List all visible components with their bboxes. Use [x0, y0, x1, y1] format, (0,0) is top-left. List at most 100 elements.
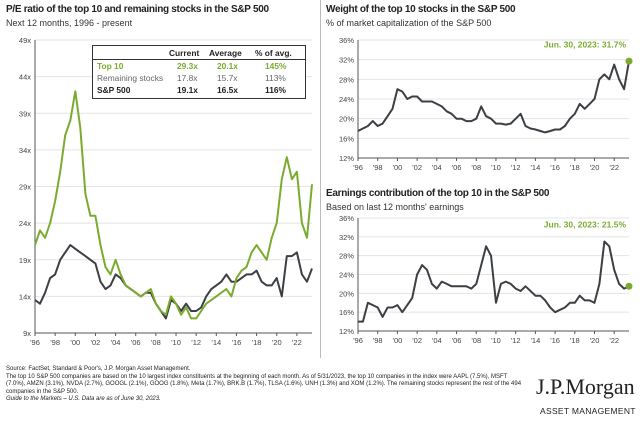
cell: 113%	[265, 73, 286, 83]
x-tick-label: '02	[412, 163, 422, 172]
footnotes: Source: FactSet, Standard & Poor's, J.P.…	[6, 366, 526, 404]
x-tick-label: '10	[491, 336, 501, 345]
cell: 29.3x	[177, 61, 198, 71]
asset-management-label: ASSET MANAGEMENT	[540, 406, 636, 416]
header-pct-avg: % of avg.	[255, 48, 292, 58]
x-tick-label: '08	[471, 336, 481, 345]
x-tick-label: '22	[609, 336, 619, 345]
earnings-chart-subtitle: Based on last 12 months' earnings	[326, 202, 464, 212]
x-tick-label: '04	[432, 336, 442, 345]
x-tick-label: '02	[91, 338, 101, 347]
header-current: Current	[169, 48, 200, 58]
x-tick-label: '16	[232, 338, 242, 347]
y-tick-label: 9x	[23, 329, 31, 338]
x-tick-label: '00	[393, 163, 403, 172]
x-tick-label: '00	[393, 336, 403, 345]
x-tick-label: '16	[550, 163, 560, 172]
header-average: Average	[209, 48, 242, 58]
y-tick-label: 32%	[339, 233, 354, 242]
y-tick-label: 24x	[19, 219, 31, 228]
x-tick-label: '12	[511, 336, 521, 345]
y-tick-label: 39x	[19, 109, 31, 118]
weight-chart-title: Weight of the top 10 stocks in the S&P 5…	[326, 4, 516, 15]
y-tick-label: 16%	[339, 308, 354, 317]
table-header-row: Current Average % of avg.	[97, 48, 301, 59]
guide-note: Guide to the Markets – U.S. Data are as …	[6, 396, 161, 403]
x-tick-label: '98	[50, 338, 60, 347]
x-tick-label: '14	[530, 163, 540, 172]
x-tick-label: '12	[511, 163, 521, 172]
series-line-remaining-stocks	[34, 244, 313, 320]
x-tick-label: '22	[292, 338, 302, 347]
y-tick-label: 34x	[19, 146, 31, 155]
x-tick-label: '06	[452, 336, 462, 345]
y-tick-label: 24%	[339, 95, 354, 104]
cell: 19.1x	[177, 85, 198, 95]
x-tick-label: '18	[252, 338, 262, 347]
x-tick-label: '06	[452, 163, 462, 172]
y-tick-label: 49x	[19, 36, 31, 45]
panel-divider	[320, 0, 321, 358]
cell: 17.8x	[177, 73, 198, 83]
pe-chart-title: P/E ratio of the top 10 and remaining st…	[6, 4, 269, 15]
cell: 16.5x	[217, 85, 238, 95]
x-tick-label: '96	[353, 336, 363, 345]
table-row-sp500: S&P 500 19.1x 16.5x 116%	[97, 85, 301, 96]
weight-chart-subtitle: % of market capitalization of the S&P 50…	[326, 18, 492, 28]
table-row-remaining: Remaining stocks 17.8x 15.7x 113%	[97, 73, 301, 84]
x-tick-label: '08	[471, 163, 481, 172]
y-tick-label: 29x	[19, 183, 31, 192]
cell: 116%	[265, 85, 286, 95]
x-tick-label: '04	[432, 163, 442, 172]
x-tick-label: '02	[412, 336, 422, 345]
series-line	[357, 60, 630, 134]
pe-summary-table: Current Average % of avg. Top 10 29.3x 2…	[92, 45, 306, 99]
x-tick-label: '18	[570, 336, 580, 345]
latest-annotation: Jun. 30, 2023: 31.7%	[544, 39, 627, 49]
x-tick-label: '98	[373, 336, 383, 345]
x-tick-label: '96	[30, 338, 40, 347]
latest-point	[625, 282, 633, 290]
y-tick-label: 12%	[339, 327, 354, 336]
cell: 20.1x	[217, 61, 238, 71]
y-tick-label: 28%	[339, 252, 354, 261]
y-tick-label: 14x	[19, 292, 31, 301]
series-line-top-10	[34, 90, 313, 320]
x-tick-label: '00	[70, 338, 80, 347]
constituents-note: The top 10 S&P 500 companies are based o…	[6, 373, 522, 395]
pe-chart-subtitle: Next 12 months, 1996 - present	[6, 18, 133, 28]
row-label: Top 10	[97, 61, 124, 71]
series-line	[358, 240, 630, 323]
x-tick-label: '14	[211, 338, 221, 347]
x-tick-label: '14	[530, 336, 540, 345]
x-tick-label: '04	[111, 338, 121, 347]
x-tick-label: '18	[570, 163, 580, 172]
x-tick-label: '10	[491, 163, 501, 172]
cell: 15.7x	[217, 73, 238, 83]
cell: 145%	[265, 61, 287, 71]
x-tick-label: '16	[550, 336, 560, 345]
source-note: Source: FactSet, Standard & Poor's, J.P.…	[6, 366, 191, 372]
row-label: Remaining stocks	[97, 73, 164, 83]
x-tick-label: '12	[191, 338, 201, 347]
x-tick-label: '08	[151, 338, 161, 347]
x-tick-label: '98	[373, 163, 383, 172]
latest-annotation: Jun. 30, 2023: 21.5%	[544, 219, 627, 229]
y-tick-label: 32%	[339, 56, 354, 65]
earnings-chart-title: Earnings contribution of the top 10 in t…	[326, 188, 550, 199]
x-tick-label: '20	[590, 163, 600, 172]
y-tick-label: 36%	[339, 36, 354, 45]
x-tick-label: '20	[590, 336, 600, 345]
table-row-top10: Top 10 29.3x 20.1x 145%	[97, 61, 301, 72]
x-tick-label: '10	[171, 338, 181, 347]
y-tick-label: 12%	[339, 154, 354, 163]
x-tick-label: '06	[131, 338, 141, 347]
jpmorgan-logo: J.P.Morgan	[536, 374, 635, 399]
x-tick-label: '22	[609, 163, 619, 172]
y-tick-label: 19x	[19, 256, 31, 265]
latest-point	[625, 57, 633, 65]
x-tick-label: '20	[272, 338, 282, 347]
row-label: S&P 500	[97, 85, 131, 95]
y-tick-label: 16%	[339, 134, 354, 143]
x-tick-label: '96	[353, 163, 363, 172]
